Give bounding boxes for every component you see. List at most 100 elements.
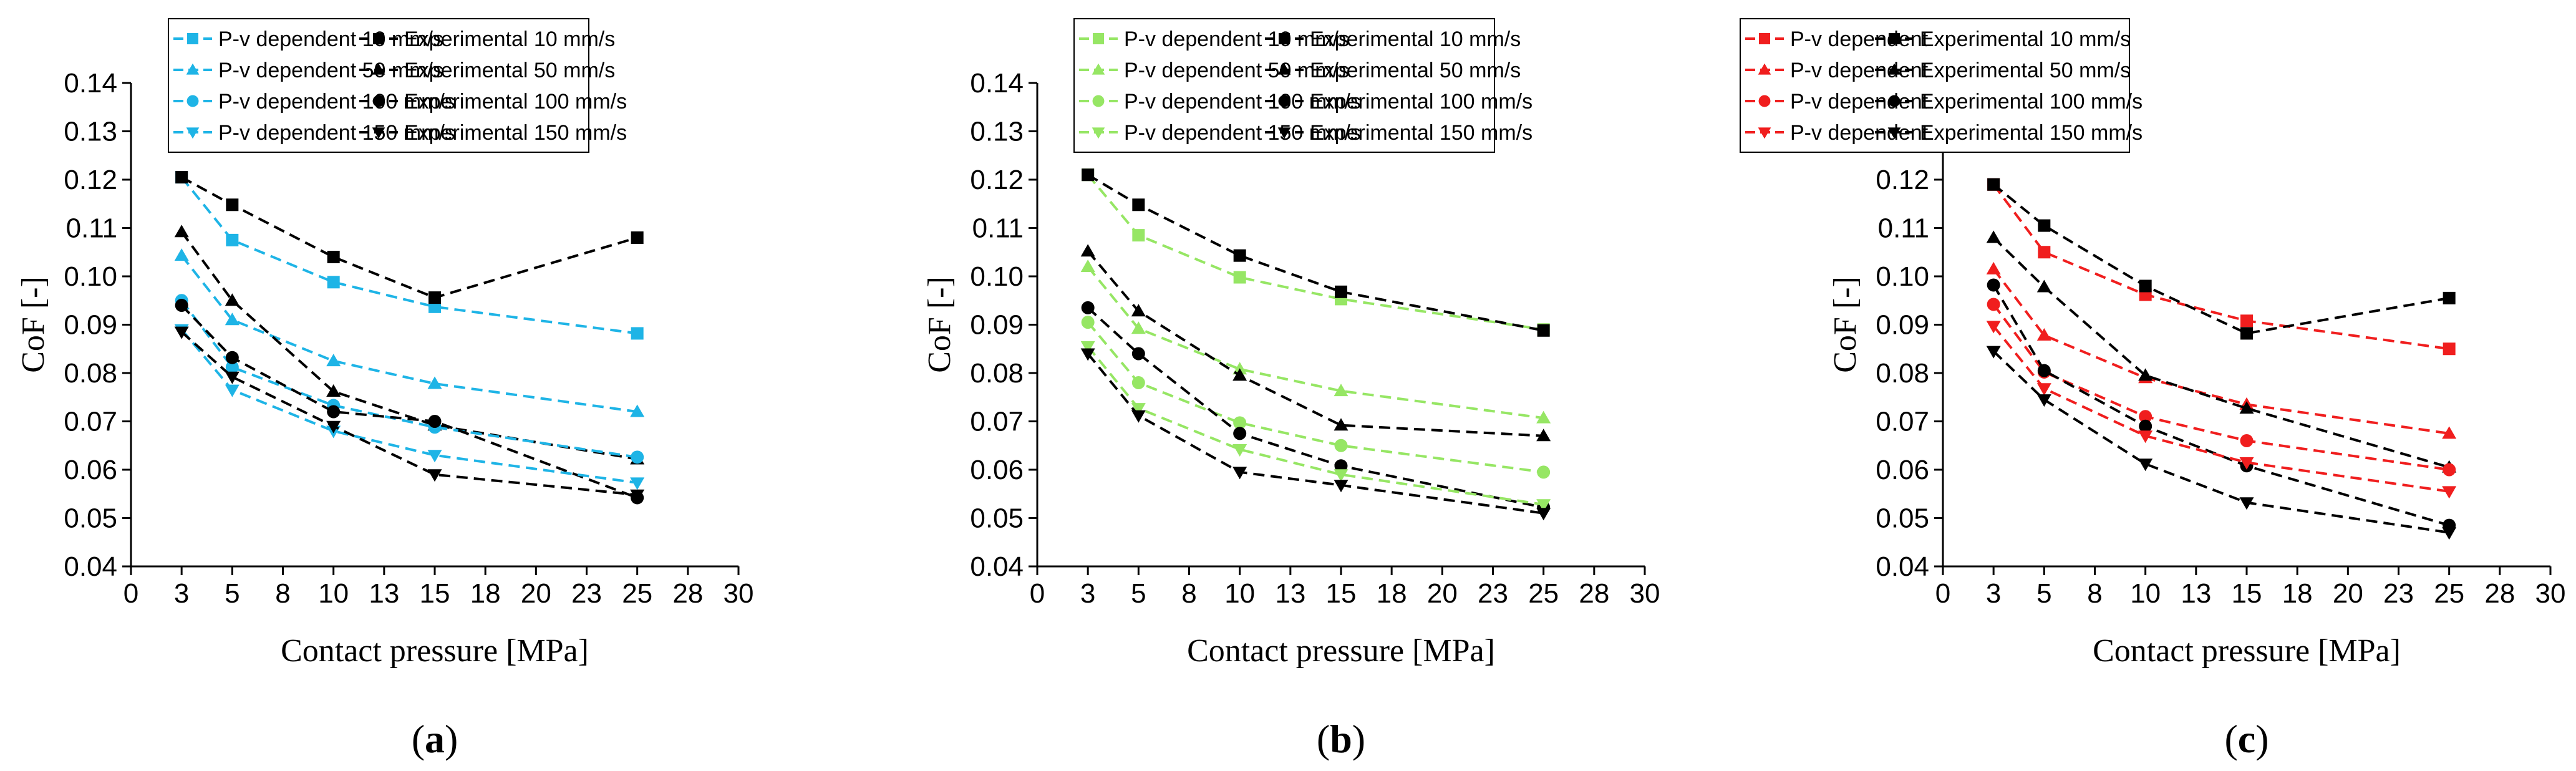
legend-marker <box>1759 33 1770 44</box>
data-point <box>174 248 189 261</box>
x-tick-label: 18 <box>470 578 501 609</box>
data-point <box>175 171 188 184</box>
x-tick-label: 0 <box>1935 578 1950 609</box>
series-line-6 <box>1087 346 1544 506</box>
data-point <box>630 477 645 490</box>
y-tick-label: 0.05 <box>1876 503 1929 534</box>
x-tick-label: 30 <box>724 578 754 609</box>
x-tick-label: 15 <box>420 578 450 609</box>
y-tick-label: 0.10 <box>64 261 117 292</box>
data-point <box>1232 444 1247 457</box>
data-point <box>1334 480 1349 493</box>
data-point <box>1987 278 2000 292</box>
x-tick-label: 15 <box>1326 578 1357 609</box>
data-point <box>1080 348 1095 361</box>
data-point <box>2240 434 2254 447</box>
data-point <box>2443 342 2456 356</box>
data-point <box>1334 439 1348 452</box>
data-point <box>327 251 340 263</box>
panel-label: (b) <box>1317 717 1365 761</box>
legend-label: P-v dependent 10 mm/s <box>218 27 443 51</box>
x-axis-title: Contact pressure [MPa] <box>1187 633 1495 669</box>
data-point <box>1131 347 1145 361</box>
x-tick-label: 8 <box>275 578 290 609</box>
x-tick-label: 23 <box>2383 578 2414 609</box>
x-tick-label: 5 <box>2036 578 2051 609</box>
legend-label: Experimental 150 mm/s <box>1310 121 1533 145</box>
data-point <box>1081 301 1095 314</box>
series-line-1 <box>1992 183 2450 335</box>
data-point <box>225 384 240 397</box>
legend-marker <box>1758 127 1771 139</box>
legend-marker <box>1758 95 1771 107</box>
series-line-4 <box>1992 303 2449 471</box>
legend-label: P-v dependent 50 mm/s <box>1124 59 1349 82</box>
data-point <box>427 376 442 389</box>
y-tick-label: 0.06 <box>64 455 117 485</box>
x-tick-label: 28 <box>2484 578 2515 609</box>
series-line-1 <box>1087 173 1544 332</box>
data-point <box>1334 384 1349 397</box>
data-point <box>630 404 645 417</box>
data-point <box>1335 285 1347 298</box>
data-point <box>174 225 189 238</box>
x-tick-label: 18 <box>2282 578 2313 609</box>
data-point <box>327 276 340 289</box>
data-point <box>2037 364 2051 377</box>
legend-marker <box>1278 95 1290 107</box>
data-point <box>1233 427 1247 440</box>
legend-label: Experimental 50 mm/s <box>404 59 615 82</box>
x-axis-title: Contact pressure [MPa] <box>281 633 589 669</box>
series-line-0 <box>1992 183 2449 351</box>
legend-label: Experimental 150 mm/s <box>404 121 627 145</box>
series-line-1 <box>181 176 638 299</box>
legend-label: P-v dependent 50 mm/s <box>218 59 443 82</box>
y-tick-label: 0.04 <box>64 551 117 582</box>
data-point <box>225 293 240 306</box>
y-tick-label: 0.05 <box>970 503 1024 534</box>
data-point <box>2036 394 2051 407</box>
x-tick-label: 3 <box>1986 578 2001 609</box>
chart-panel-b: 0.04 0.05 0.06 0.07 0.08 0.09 0.10 0.11 0.12 0.13… <box>922 18 1660 761</box>
x-tick-label: 13 <box>2181 578 2211 609</box>
data-point <box>2038 246 2051 259</box>
data-point <box>1986 230 2001 243</box>
y-tick-label: 0.12 <box>970 165 1024 195</box>
legend-marker <box>187 33 198 44</box>
chart-panel-c: 0.040.050.060.070.080.090.100.110.120.13… <box>1740 18 2566 761</box>
data-point <box>1536 508 1551 521</box>
data-point <box>1334 418 1349 431</box>
panel-label: (c) <box>2224 717 2269 761</box>
y-tick-label: 0.11 <box>1878 213 1929 244</box>
y-tick-label: 0.11 <box>66 213 117 244</box>
data-point <box>1986 321 2001 334</box>
data-point <box>1987 298 2000 311</box>
data-point <box>2443 463 2456 477</box>
x-tick-label: 3 <box>1080 578 1095 609</box>
legend-marker <box>1279 33 1290 44</box>
legend-marker <box>186 63 200 75</box>
x-tick-label: 5 <box>225 578 240 609</box>
data-point <box>2139 419 2152 433</box>
data-point <box>1232 362 1247 375</box>
x-tick-label: 20 <box>1427 578 1458 609</box>
legend-marker <box>372 95 385 107</box>
legend-marker <box>186 95 199 107</box>
data-point <box>630 489 645 502</box>
legend-marker <box>1277 63 1291 75</box>
data-point <box>2442 426 2457 439</box>
panel-letter: b <box>1330 717 1352 761</box>
x-tick-label: 30 <box>2535 578 2566 609</box>
data-point <box>1233 271 1246 284</box>
x-tick-label: 3 <box>174 578 189 609</box>
y-tick-label: 0.07 <box>64 407 117 437</box>
series-line-0 <box>1087 173 1544 331</box>
data-point <box>1081 316 1095 329</box>
data-point <box>1537 465 1551 479</box>
data-point <box>427 450 442 463</box>
legend-label: P-v dependent 150 mm/s <box>218 121 455 145</box>
data-point <box>1232 368 1247 381</box>
data-point <box>1536 410 1551 424</box>
legend-marker <box>1758 63 1771 75</box>
